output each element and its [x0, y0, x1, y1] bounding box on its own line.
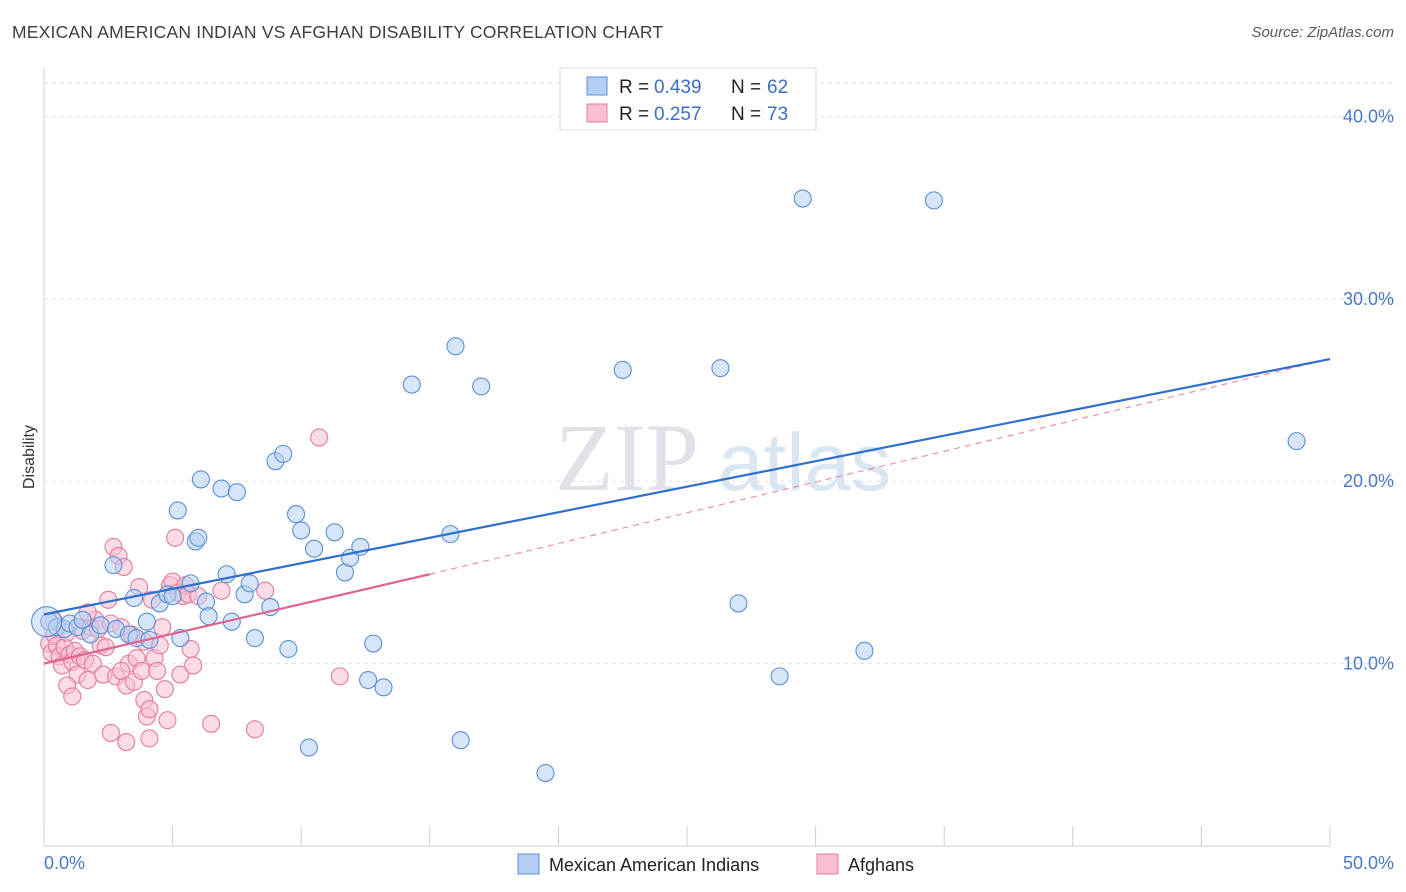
- afghans-point-46: [158, 711, 177, 730]
- trend-lines: [43, 357, 1331, 665]
- mexican-american-indians-point-51: [451, 731, 470, 750]
- x-tick-label-max: 50.0%: [1343, 853, 1394, 873]
- y-tick-labels: 10.0% 20.0% 30.0% 40.0%: [1343, 106, 1394, 673]
- afghans-point-69: [310, 428, 329, 447]
- y-axis-title: Disability: [21, 425, 38, 489]
- mexican-american-indians-point-large: [31, 606, 63, 638]
- afghans-trend-line: [43, 573, 431, 665]
- mexican-american-indians-point-29: [227, 483, 246, 502]
- y-tick-label-0: 10.0%: [1343, 654, 1394, 674]
- watermark-zip: ZIP: [555, 404, 699, 511]
- mexican-american-indians-point-41: [325, 523, 344, 542]
- mexican-american-indians-trend-line: [43, 357, 1331, 616]
- mexican-american-indians-point-22: [189, 528, 208, 547]
- mexican-american-indians-point-52: [472, 377, 491, 396]
- mexican-american-indians-point-57: [770, 667, 789, 686]
- mexican-american-indians-point-39: [299, 738, 318, 757]
- legend-n-label-2: N =: [731, 104, 761, 125]
- mexican-american-indians-points: [31, 189, 1306, 783]
- y-tick-label-1: 20.0%: [1343, 471, 1394, 491]
- mexican-american-indians-point-37: [287, 505, 306, 524]
- mexican-american-indians-point-32: [245, 629, 264, 648]
- afghans-point-56: [184, 656, 203, 675]
- afghans-point-44: [153, 618, 172, 637]
- afghans-point-58: [202, 714, 221, 733]
- afghans-point-61: [63, 687, 82, 706]
- source-credit: Source: ZipAtlas.com: [1251, 24, 1394, 41]
- mexican-american-indians-point-53: [536, 763, 555, 783]
- mexican-american-indians-point-61: [1287, 432, 1306, 451]
- afghans-point-62: [101, 723, 120, 742]
- mexican-american-indians-point-36: [279, 639, 298, 659]
- mexican-american-indians-point-56: [729, 594, 748, 613]
- x-tick-label-min: 0.0%: [44, 853, 85, 873]
- mexican-american-indians-point-25: [199, 607, 218, 626]
- mexican-american-indians-point-5: [73, 610, 92, 629]
- mexican-american-indians-point-58: [793, 189, 812, 208]
- afghans-point-67: [245, 720, 264, 739]
- afghans-point-68: [256, 581, 275, 600]
- afghans-point-45: [155, 680, 174, 699]
- mexican-american-indians-point-38: [292, 521, 311, 540]
- afghans-point-59: [212, 581, 231, 600]
- mexican-american-indians-point-26: [212, 479, 231, 498]
- mexican-american-indians-point-46: [364, 634, 383, 653]
- afghans-point-39: [140, 700, 159, 719]
- mexican-american-indians-point-18: [168, 501, 187, 520]
- mexican-american-indians-point-17: [163, 587, 182, 606]
- mexican-american-indians-point-13: [137, 612, 156, 631]
- afghans-point-63: [117, 732, 136, 752]
- legend-r-label-1: R =: [619, 77, 649, 98]
- afghans-point-66: [140, 729, 159, 748]
- afghans-point-15: [78, 670, 97, 690]
- mexican-american-indians-point-47: [374, 678, 393, 697]
- series-legend-swatch-blue: [517, 853, 540, 875]
- mexican-american-indians-point-11: [104, 556, 123, 575]
- mexican-american-indians-point-40: [305, 539, 324, 558]
- afghans-point-51: [171, 665, 190, 684]
- chart-title: MEXICAN AMERICAN INDIAN VS AFGHAN DISABI…: [12, 22, 664, 42]
- legend-n-label-1: N =: [731, 77, 761, 98]
- y-tick-label-2: 30.0%: [1343, 289, 1394, 309]
- series-legend-label-blue: Mexican American Indians: [549, 855, 759, 875]
- series-legend: Mexican American Indians Afghans: [517, 853, 914, 875]
- mexican-american-indians-point-45: [359, 670, 378, 690]
- mexican-american-indians-point-59: [855, 641, 874, 660]
- afghans-point-70: [330, 667, 349, 686]
- watermark: ZIP atlas: [555, 404, 891, 511]
- legend-r-label-2: R =: [619, 104, 649, 125]
- mexican-american-indians-point-54: [613, 360, 632, 380]
- mexican-american-indians-point-50: [446, 337, 465, 356]
- legend-r-value-2: 0.257: [654, 104, 702, 125]
- afghans-trend-extension: [429, 358, 1331, 575]
- mexican-american-indians-point-55: [711, 359, 730, 378]
- series-legend-swatch-pink: [816, 853, 839, 875]
- afghans-point-42: [148, 661, 167, 680]
- series-legend-label-pink: Afghans: [848, 855, 914, 875]
- mexican-american-indians-point-48: [402, 375, 421, 394]
- legend-n-value-2: 73: [767, 104, 788, 125]
- stats-legend: R = 0.439 N = 62 R = 0.257 N = 73: [559, 67, 817, 131]
- y-tick-label-3: 40.0%: [1343, 106, 1394, 126]
- afghans-point-64: [112, 661, 131, 680]
- legend-n-value-1: 62: [767, 77, 788, 98]
- legend-swatch-pink: [586, 103, 608, 123]
- mexican-american-indians-point-7: [91, 616, 110, 635]
- mexican-american-indians-point-35: [274, 444, 293, 463]
- afghans-point-36: [132, 661, 151, 680]
- mexican-american-indians-point-60: [924, 191, 943, 210]
- mexican-american-indians-point-23: [191, 470, 210, 489]
- afghans-point-49: [166, 528, 185, 547]
- legend-r-value-1: 0.439: [654, 77, 702, 98]
- x-ticks: [43, 826, 1331, 846]
- legend-swatch-blue: [586, 76, 608, 96]
- mexican-american-indians-point-31: [240, 574, 259, 593]
